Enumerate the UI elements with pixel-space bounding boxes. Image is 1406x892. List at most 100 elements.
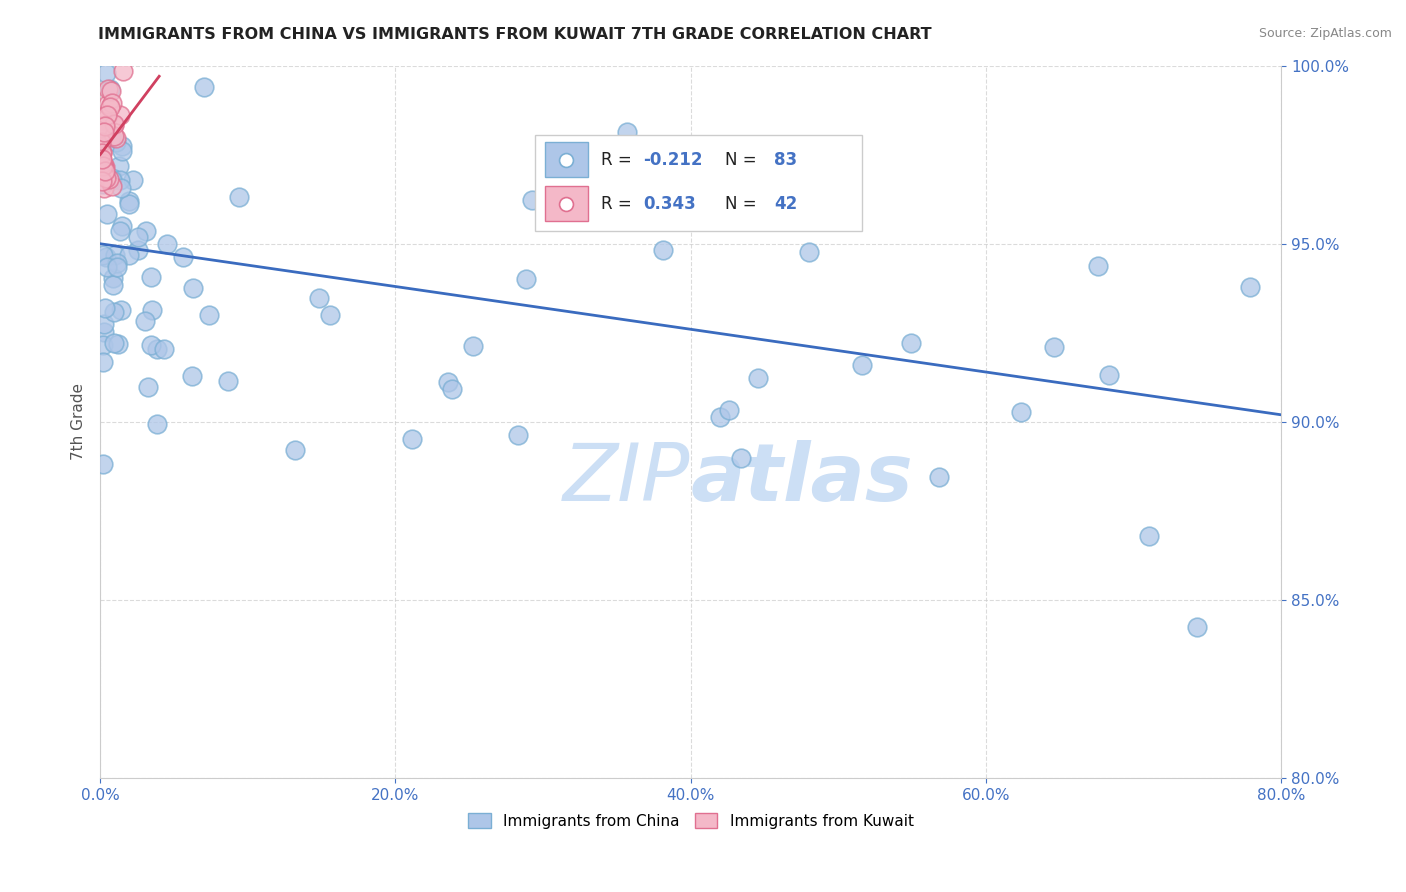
Point [91, 177, 114, 191]
Point [97, 172, 120, 186]
Point [508, 427, 530, 442]
Point [93, 120, 115, 134]
Point [107, 336, 129, 351]
Text: 42: 42 [773, 194, 797, 213]
Point [1239, 280, 1261, 294]
Point [103, 128, 125, 143]
Text: atlas: atlas [690, 440, 914, 518]
Point [90, 152, 112, 166]
Point [156, 236, 179, 251]
Point [101, 278, 124, 293]
Point [90, 145, 112, 160]
Point [90, 163, 112, 178]
Point [105, 256, 128, 270]
Point [96, 207, 118, 221]
Point [93, 109, 115, 123]
Point [111, 139, 134, 153]
Point [104, 131, 127, 145]
Y-axis label: 7th Grade: 7th Grade [72, 384, 86, 460]
Point [91, 174, 114, 188]
Point [96, 170, 118, 185]
Point [90, 120, 112, 134]
Point [555, 153, 578, 167]
Point [616, 125, 638, 139]
Point [93, 160, 115, 174]
Point [437, 375, 460, 389]
Point [900, 336, 922, 351]
Point [197, 308, 219, 322]
Point [401, 432, 423, 446]
Point [319, 309, 342, 323]
Point [1137, 529, 1160, 543]
Point [96, 260, 118, 274]
Point [797, 245, 820, 260]
Text: N =: N = [725, 194, 762, 213]
Point [141, 302, 163, 317]
Point [1011, 405, 1033, 419]
Point [90, 166, 112, 180]
Point [555, 196, 578, 211]
Point [105, 135, 128, 149]
Point [146, 342, 169, 356]
Point [134, 314, 156, 328]
Point [747, 370, 769, 384]
FancyBboxPatch shape [536, 135, 862, 231]
Point [91, 130, 114, 145]
Point [308, 291, 330, 305]
Point [110, 224, 132, 238]
Point [138, 380, 160, 394]
Point [515, 272, 537, 286]
Point [127, 230, 149, 244]
Point [461, 339, 484, 353]
Point [91, 159, 114, 173]
Point [135, 224, 157, 238]
Point [94, 250, 117, 264]
Point [90, 121, 112, 136]
Point [730, 450, 752, 465]
Point [110, 181, 132, 195]
Text: 0.343: 0.343 [643, 194, 696, 213]
Point [93, 160, 115, 174]
Point [97, 82, 120, 96]
Point [103, 304, 125, 318]
Point [91, 457, 114, 471]
Point [101, 96, 124, 111]
Point [217, 375, 239, 389]
Point [94, 164, 117, 178]
Legend: Immigrants from China, Immigrants from Kuwait: Immigrants from China, Immigrants from K… [461, 806, 920, 835]
Point [105, 260, 128, 275]
Text: 83: 83 [773, 151, 797, 169]
Point [193, 79, 215, 94]
Point [96, 97, 118, 112]
Text: R =: R = [600, 151, 637, 169]
Text: -0.212: -0.212 [643, 151, 703, 169]
Point [96, 107, 118, 121]
Point [94, 120, 117, 134]
Point [717, 403, 740, 417]
Point [90, 158, 112, 172]
Point [111, 219, 134, 234]
Point [851, 358, 873, 372]
Point [96, 123, 118, 137]
Point [127, 244, 149, 258]
Text: N =: N = [725, 151, 762, 169]
Point [520, 193, 543, 207]
Point [145, 417, 167, 432]
Point [103, 118, 125, 132]
Point [91, 355, 114, 369]
Point [118, 248, 141, 262]
Point [153, 342, 176, 356]
Point [1185, 620, 1208, 634]
Point [93, 180, 115, 194]
Point [91, 338, 114, 352]
Point [139, 338, 162, 352]
Point [108, 160, 131, 174]
Text: ZIP: ZIP [564, 440, 690, 518]
Point [101, 173, 124, 187]
Point [110, 303, 132, 318]
Point [101, 179, 124, 194]
Point [93, 326, 115, 340]
Point [440, 382, 463, 396]
Point [90, 131, 112, 145]
FancyBboxPatch shape [546, 186, 588, 221]
